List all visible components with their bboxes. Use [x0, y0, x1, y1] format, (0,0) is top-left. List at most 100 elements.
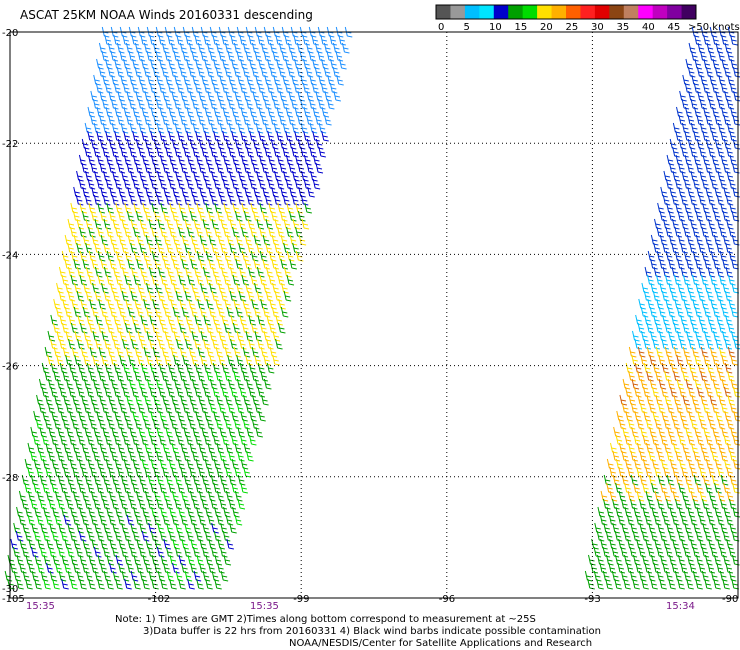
wind-barb — [227, 354, 235, 366]
wind-barb — [178, 322, 187, 334]
wind-barb — [676, 106, 684, 118]
wind-barb — [252, 210, 261, 222]
wind-barb — [109, 258, 117, 270]
wind-barb — [243, 114, 251, 126]
wind-barb — [80, 418, 89, 430]
wind-barb — [63, 466, 71, 478]
wind-barb — [77, 338, 85, 350]
wind-barb — [147, 546, 156, 558]
wind-barb — [24, 482, 32, 494]
wind-barb — [719, 226, 728, 238]
wind-barb — [21, 546, 30, 558]
wind-barb — [46, 562, 54, 574]
wind-barb — [270, 114, 278, 126]
wind-barb — [616, 410, 624, 422]
wind-barb — [158, 34, 166, 46]
wind-barb — [650, 578, 658, 590]
wind-barb — [725, 514, 734, 526]
wind-barb — [59, 338, 67, 350]
wind-barb — [671, 242, 679, 254]
wind-barb — [157, 242, 165, 254]
wind-barb — [194, 34, 202, 46]
wind-barb — [47, 402, 56, 414]
wind-barb — [271, 306, 280, 318]
wind-barb — [667, 354, 675, 366]
wind-barb — [256, 290, 265, 302]
wind-barb — [688, 42, 697, 54]
wind-barb — [724, 338, 733, 350]
wind-barb — [96, 178, 105, 190]
wind-barb — [90, 210, 99, 222]
wind-barb — [236, 354, 244, 366]
wind-barb — [311, 82, 320, 94]
note-line-2: 3)Data buffer is 22 hrs from 20160331 4)… — [143, 626, 601, 637]
wind-barb — [717, 146, 725, 158]
wind-barb — [97, 322, 106, 334]
wind-barb — [171, 210, 180, 222]
wind-barb — [93, 546, 102, 558]
wind-barb — [689, 194, 698, 206]
wind-barb — [219, 498, 228, 510]
wind-barb — [63, 514, 72, 526]
wind-barb — [271, 258, 279, 270]
wind-barb — [635, 514, 644, 526]
wind-barb — [684, 498, 692, 510]
wind-barb — [671, 514, 680, 526]
wind-barb — [85, 290, 94, 302]
wind-barb — [119, 50, 128, 62]
wind-barb — [126, 210, 135, 222]
wind-barb — [263, 378, 272, 390]
wind-barb — [210, 498, 219, 510]
wind-barb — [697, 338, 706, 350]
wind-barb — [683, 546, 692, 558]
wind-barb — [88, 322, 97, 334]
wind-barb — [203, 82, 212, 94]
wind-barb — [683, 226, 692, 238]
wind-barb — [702, 402, 711, 414]
wind-barb — [93, 74, 101, 86]
wind-barb — [233, 370, 241, 382]
wind-barb — [600, 490, 609, 502]
wind-barb — [711, 498, 719, 510]
wind-barb — [653, 562, 662, 574]
wind-barb — [647, 546, 656, 558]
wind-barb — [53, 298, 61, 310]
wind-barb — [729, 450, 738, 462]
wind-barb — [248, 82, 257, 94]
legend-swatch — [508, 5, 524, 19]
wind-barb — [718, 370, 726, 382]
wind-barb — [100, 258, 108, 270]
wind-barb — [79, 578, 87, 590]
latitude-labels: -20 -22 -24 -26 -28 -30 — [2, 28, 18, 595]
wind-barb — [664, 322, 673, 334]
wind-barb — [257, 338, 265, 350]
wind-barb — [43, 578, 51, 590]
wind-barb — [668, 578, 676, 590]
wind-barb — [35, 418, 44, 430]
wind-barb — [705, 114, 714, 126]
wind-barb — [218, 98, 227, 110]
wind-barb — [698, 242, 706, 254]
wind-barb — [32, 434, 41, 446]
wind-barb — [621, 450, 630, 462]
wind-barb — [692, 178, 701, 190]
wind-barb — [690, 418, 699, 430]
wind-barb — [231, 130, 239, 142]
wind-barb — [39, 450, 47, 462]
wind-barb — [228, 450, 236, 462]
wind-barb — [121, 290, 130, 302]
wind-barb — [185, 34, 193, 46]
lon-label: -102 — [148, 594, 171, 605]
wind-barb — [285, 178, 294, 190]
wind-barb — [70, 274, 79, 286]
wind-barb — [660, 186, 668, 198]
wind-barb — [696, 162, 704, 174]
wind-barb — [630, 450, 639, 462]
wind-barb — [285, 130, 293, 142]
wind-barb — [94, 290, 103, 302]
wind-barb — [166, 290, 175, 302]
legend-swatch — [594, 5, 610, 19]
wind-barb — [44, 346, 53, 358]
wind-barb — [722, 530, 731, 542]
wind-barb — [669, 162, 677, 174]
